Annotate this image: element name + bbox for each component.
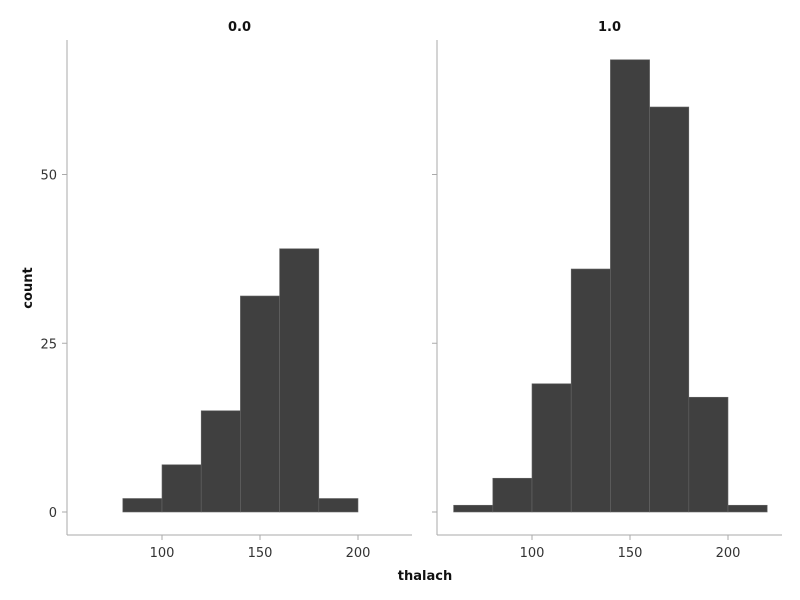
histogram-bar-0-4 — [279, 248, 320, 513]
histogram-bar-1-6 — [688, 396, 729, 513]
x-tick-label-1-1: 150 — [618, 546, 643, 561]
histogram-bar-1-3 — [570, 268, 611, 513]
facet-title-0: 0.0 — [228, 20, 251, 35]
x-tick-label-0-0: 100 — [150, 546, 175, 561]
histogram-bar-0-0 — [122, 498, 163, 513]
histogram-bar-1-5 — [649, 106, 690, 513]
histogram-bar-0-2 — [200, 410, 241, 513]
y-tick-label-1: 25 — [40, 337, 57, 352]
histogram-bar-1-7 — [727, 504, 768, 513]
y-axis-label: count — [21, 267, 36, 308]
x-tick-label-0-2: 200 — [346, 546, 371, 561]
histogram-bar-0-3 — [240, 295, 280, 513]
facet-panel-1: 1.0 100 150 200 — [432, 20, 782, 561]
histogram-bar-0-1 — [161, 464, 202, 513]
histogram-bar-1-2 — [531, 383, 572, 513]
x-tick-label-1-0: 100 — [520, 546, 545, 561]
histogram-bar-0-5 — [318, 498, 359, 513]
histogram-bar-1-1 — [492, 477, 533, 513]
facet-title-1: 1.0 — [598, 20, 621, 35]
y-tick-label-0: 0 — [49, 506, 57, 521]
facets-group: 0.0 100 150 200 0 25 50 1.0 100 150 200 — [40, 20, 782, 561]
x-axis-label: thalach — [398, 569, 452, 584]
facet-panel-0: 0.0 100 150 200 0 25 50 — [40, 20, 412, 561]
x-tick-label-1-2: 200 — [716, 546, 741, 561]
x-tick-label-0-1: 150 — [248, 546, 273, 561]
y-tick-label-2: 50 — [40, 169, 57, 184]
histogram-bar-1-4 — [610, 59, 650, 513]
histogram-bar-1-0 — [453, 504, 494, 513]
